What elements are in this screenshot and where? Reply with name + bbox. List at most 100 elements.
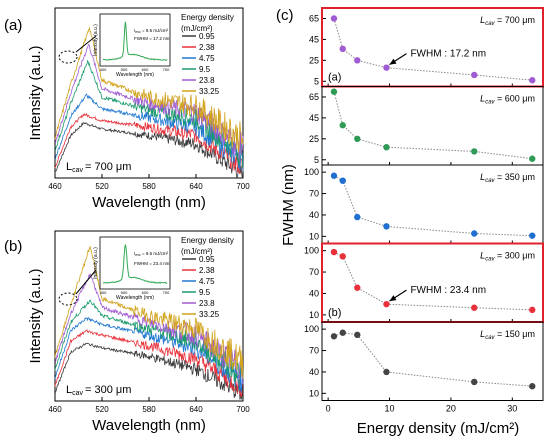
fwhm-ytick-label: 100	[304, 246, 319, 256]
fwhm-subpanel-1: 5 25 45 65 Lcav = 600 μm	[309, 86, 544, 166]
fwhm-subpanel-3: 10 40 70 100 Lcav = 300 μm FWHM : 23.4 nm (b)	[304, 242, 544, 323]
fwhm-ytick-label: 10	[309, 310, 319, 320]
fwhm-ytick-label: 40	[309, 288, 319, 298]
panel-a-inset-line2: FWHM = 17.2 nm	[134, 36, 170, 41]
fwhm-ytick-label: 70	[309, 346, 319, 356]
panel-a-spectra: (a) Intensity (a.u.) Wavelength (nm) 460…	[4, 7, 250, 211]
spectrum-series-33.25	[54, 245, 244, 379]
fwhm-point	[339, 177, 346, 184]
fwhm-subpanel-frame	[321, 321, 544, 401]
fwhm-cavity-label: Lcav = 700 μm	[480, 15, 535, 27]
fwhm-cavity-label: Lcav = 350 μm	[480, 172, 535, 184]
fwhm-point	[354, 135, 361, 143]
fwhm-point	[330, 248, 338, 256]
panel-a-xlabel: Wavelength (nm)	[92, 194, 206, 211]
fwhm-annotation-arrowhead	[389, 58, 397, 65]
fwhm-point	[383, 300, 390, 308]
panel-c-ylabel: FWHM (nm)	[280, 164, 297, 246]
fwhm-point	[471, 148, 478, 155]
legend-label-2.38: 2.38	[199, 266, 215, 275]
fwhm-guide-line	[333, 175, 533, 237]
legend-label-0.95: 0.95	[199, 32, 215, 41]
fwhm-guide-line	[333, 332, 533, 387]
spectrum-series-2.38	[54, 329, 244, 398]
panel-a-legend-unit: (mJ/cm²)	[181, 24, 213, 33]
fwhm-point	[354, 331, 361, 339]
panel-a-inset: Iexc = 9.5 mJ/cm² FWHM = 17.2 nm Wavelen…	[93, 13, 171, 78]
panel-a-cavity-label: Lcav = 700 μm	[66, 161, 131, 174]
legend-label-4.75: 4.75	[199, 54, 215, 63]
panel-c-xlabel: Energy density (mJ/cm²)	[357, 420, 520, 437]
panel-b-inset-arrow	[75, 269, 97, 295]
fwhm-ytick-label: 40	[309, 367, 319, 377]
legend-label-0.95: 0.95	[199, 255, 215, 264]
fwhm-ytick-label: 100	[304, 324, 319, 334]
panel-a-xtick-label: 460	[48, 182, 62, 191]
fwhm-point	[471, 71, 478, 79]
fwhm-corner-label: (a)	[328, 72, 341, 84]
panel-b-cavity-label: Lcav = 300 μm	[66, 384, 131, 397]
fwhm-point	[354, 284, 361, 291]
panel-a-inset-tick-2: 600	[142, 67, 149, 72]
panel-b-xtick-label: 580	[142, 405, 156, 414]
fwhm-ytick-label: 65	[309, 92, 319, 102]
legend-label-4.75: 4.75	[199, 277, 215, 286]
panel-b-label: (b)	[4, 238, 22, 255]
panel-b-inset-tick-3: 700	[163, 290, 170, 295]
fwhm-ytick-label: 25	[309, 134, 319, 144]
fwhm-cavity-label: Lcav = 150 μm	[480, 329, 535, 341]
fwhm-cavity-label: Lcav = 300 μm	[480, 251, 535, 263]
panel-b-xtick-label: 640	[189, 405, 203, 414]
panel-a-xtick-label: 580	[142, 182, 156, 191]
panel-b-peak-circle	[58, 292, 78, 306]
fwhm-point	[339, 45, 346, 53]
fwhm-point	[354, 57, 361, 64]
fwhm-ytick-label: 70	[309, 189, 319, 199]
fwhm-point	[471, 304, 478, 311]
fwhm-point	[383, 368, 390, 376]
panel-a-xtick-label: 640	[189, 182, 203, 191]
panel-a-inset-ylabel: Intensity (a.u.)	[93, 24, 99, 56]
fwhm-ytick-label: 5	[314, 155, 319, 165]
fwhm-guide-line	[333, 251, 533, 311]
spectrum-series-33.25	[54, 26, 244, 153]
panel-a-inset-frame	[99, 13, 171, 67]
panel-a-label: (a)	[4, 17, 22, 34]
fwhm-point	[529, 232, 536, 239]
fwhm-point	[471, 230, 478, 237]
panel-b-inset-xlabel: Wavelength (nm)	[116, 295, 154, 301]
fwhm-xtick-label: 10	[385, 404, 395, 414]
panel-a-legend-title: Energy density	[181, 13, 234, 22]
panel-a-inset-tick-3: 700	[163, 67, 170, 72]
panel-b-xtick-label: 700	[236, 405, 250, 414]
panel-b-ylabel: Intensity (a.u.)	[27, 268, 44, 363]
fwhm-point	[339, 329, 346, 336]
panel-b-spectra: (b) Intensity (a.u.) Wavelength (nm) 460…	[4, 230, 250, 434]
fwhm-point	[529, 77, 536, 84]
panel-b-inset-tick-0: 400	[100, 290, 107, 295]
fwhm-point	[471, 378, 478, 386]
panel-b-inset-ylabel: Intensity (a.u.)	[93, 247, 99, 279]
panel-b-legend: Energy density (mJ/cm²) 0.95 2.38 4.75 9.5 2…	[181, 236, 234, 319]
fwhm-cavity-label: Lcav = 600 μm	[480, 94, 535, 106]
fwhm-point	[529, 306, 536, 314]
panel-b-inset-tick-2: 600	[142, 290, 149, 295]
legend-label-9.5: 9.5	[199, 65, 211, 74]
panel-a-legend: Energy density (mJ/cm²) 0.95 2.38 4.75 9.5 2…	[181, 13, 234, 96]
panel-b-legend-title: Energy density	[181, 236, 234, 245]
panel-c-label: (c)	[276, 7, 294, 24]
panel-a-inset-xlabel: Wavelength (nm)	[116, 72, 154, 78]
fwhm-point	[529, 155, 536, 162]
fwhm-point	[383, 64, 390, 71]
fwhm-ytick-label: 25	[309, 55, 319, 65]
fwhm-xtick-label: 20	[446, 404, 456, 414]
panel-a-ylabel: Intensity (a.u.)	[27, 45, 44, 140]
fwhm-point	[383, 144, 390, 151]
fwhm-ytick-label: 45	[309, 113, 319, 123]
spectrum-series-9.5	[54, 299, 244, 384]
fwhm-point	[339, 122, 346, 129]
fwhm-subpanel-4: 10 40 70 100 Lcav = 150 μm	[304, 321, 544, 401]
legend-label-9.5: 9.5	[199, 288, 211, 297]
fwhm-ytick-label: 100	[304, 167, 319, 177]
panel-a-inset-curve	[102, 21, 168, 61]
